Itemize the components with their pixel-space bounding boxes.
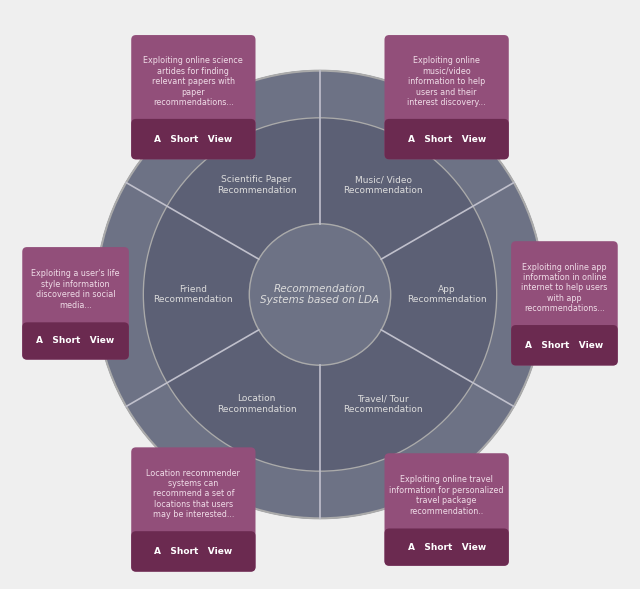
Text: A   Short   View: A Short View (36, 336, 115, 346)
Text: Recommendation
Systems based on LDA: Recommendation Systems based on LDA (260, 284, 380, 305)
Text: Exploiting a user's life
style information
discovered in social
media...: Exploiting a user's life style informati… (31, 269, 120, 310)
Text: Friend
Recommendation: Friend Recommendation (154, 285, 233, 304)
Text: A   Short   View: A Short View (525, 341, 604, 350)
FancyBboxPatch shape (385, 35, 509, 160)
FancyBboxPatch shape (385, 454, 509, 565)
FancyBboxPatch shape (511, 325, 618, 365)
FancyBboxPatch shape (22, 322, 129, 359)
FancyBboxPatch shape (385, 528, 509, 565)
Text: Exploiting online travel
information for personalized
travel package
recommendat: Exploiting online travel information for… (389, 475, 504, 516)
FancyBboxPatch shape (22, 247, 129, 359)
Text: A   Short   View: A Short View (408, 135, 486, 144)
Text: Location
Recommendation: Location Recommendation (217, 395, 296, 414)
FancyBboxPatch shape (131, 531, 255, 571)
Text: A   Short   View: A Short View (154, 135, 232, 144)
FancyBboxPatch shape (131, 35, 255, 160)
Text: Location recommender
systems can
recommend a set of
locations that users
may be : Location recommender systems can recomme… (147, 469, 240, 519)
Text: Scientific Paper
Recommendation: Scientific Paper Recommendation (217, 175, 296, 194)
Text: Exploiting online science
artides for finding
relevant papers with
paper
recomme: Exploiting online science artides for fi… (143, 57, 243, 107)
Text: Exploiting online app
information in online
internet to help users
with app
reco: Exploiting online app information in onl… (521, 263, 607, 313)
Circle shape (143, 118, 497, 471)
FancyBboxPatch shape (131, 119, 255, 160)
Text: Music/ Video
Recommendation: Music/ Video Recommendation (344, 175, 423, 194)
FancyBboxPatch shape (131, 448, 255, 571)
Text: Travel/ Tour
Recommendation: Travel/ Tour Recommendation (344, 395, 423, 414)
Text: Exploiting online
music/video
information to help
users and their
interest disco: Exploiting online music/video informatio… (407, 57, 486, 107)
Circle shape (96, 71, 544, 518)
Circle shape (250, 224, 390, 365)
FancyBboxPatch shape (385, 119, 509, 160)
Text: App
Recommendation: App Recommendation (407, 285, 486, 304)
Text: A   Short   View: A Short View (154, 547, 232, 556)
Text: A   Short   View: A Short View (408, 542, 486, 552)
FancyBboxPatch shape (511, 241, 618, 365)
